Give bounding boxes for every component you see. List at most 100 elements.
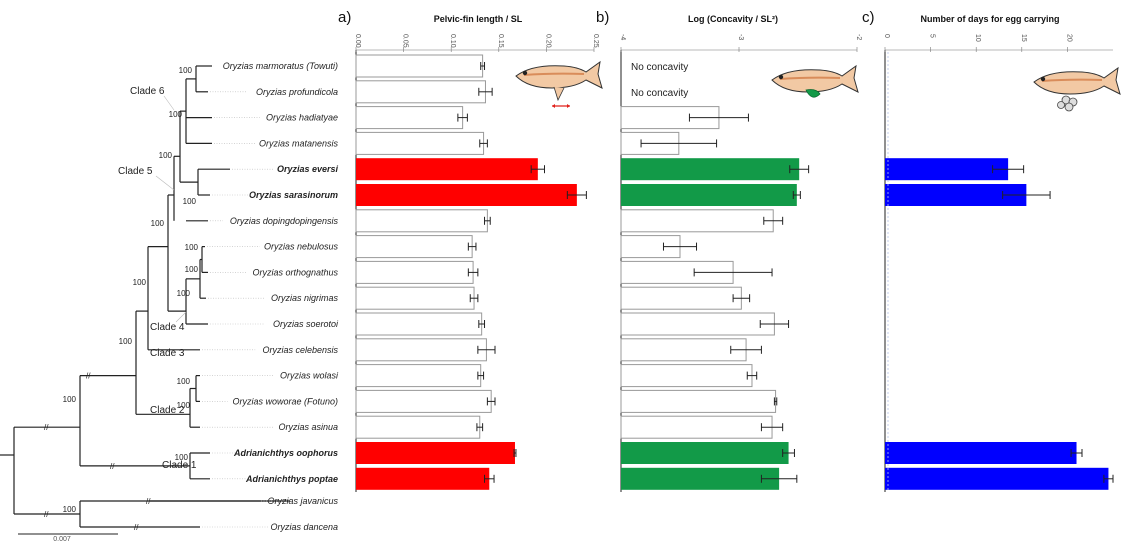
- bar: [620, 338, 747, 362]
- bar: [355, 106, 464, 130]
- bootstrap-value: 100: [177, 289, 191, 298]
- branch-break-mark: //: [134, 523, 139, 532]
- x-tick-label: 0.05: [402, 34, 409, 48]
- panel-title: Pelvic-fin length / SL: [434, 14, 523, 24]
- x-tick-label: -2: [855, 34, 862, 40]
- bootstrap-value: 100: [185, 265, 199, 274]
- x-tick-label: 0.00: [354, 34, 361, 48]
- x-tick-label: 0.10: [449, 34, 456, 48]
- taxon-label: Oryzias marmoratus (Towuti): [223, 61, 338, 71]
- taxon-label: Oryzias woworae (Fotuno): [232, 396, 338, 406]
- branch-break-mark: //: [110, 462, 115, 471]
- bar: [356, 184, 577, 206]
- taxon-label: Oryzias wolasi: [280, 371, 339, 381]
- fish-concavity-illustration: [771, 64, 859, 98]
- taxon-label: Oryzias matanensis: [259, 138, 339, 148]
- x-tick-label: 0: [883, 34, 890, 38]
- bootstrap-value: 100: [151, 219, 165, 228]
- taxon-label: Oryzias nebulosus: [264, 242, 339, 252]
- x-tick-label: 10: [974, 34, 981, 42]
- bootstrap-value: 100: [179, 66, 193, 75]
- panel-a: a) Pelvic-fin length / SL 0.00 0.05 0.10 0.15…: [338, 9, 599, 492]
- panel-title: Number of days for egg carrying: [920, 14, 1059, 24]
- panel-c: c) Number of days for egg carrying 0 5 10 15 2…: [862, 9, 1114, 492]
- bar: [885, 442, 1077, 464]
- taxon-label: Oryzias asinua: [278, 422, 338, 432]
- clade-label: Clade 3: [150, 348, 185, 359]
- bar: [355, 338, 487, 362]
- clade-pointer: [175, 311, 187, 323]
- taxon-label: Oryzias celebensis: [262, 345, 338, 355]
- x-tick-label: 0.25: [592, 34, 599, 48]
- taxon-label: Adrianichthys oophorus: [233, 448, 338, 458]
- panel-title: Log (Concavity / SL²): [688, 14, 778, 24]
- clade-label: Clade 6: [130, 86, 165, 97]
- bar: [355, 312, 483, 336]
- bar: [885, 467, 1109, 490]
- branch-break-mark: //: [44, 423, 49, 432]
- bootstrap-value: 100: [63, 395, 77, 404]
- bar: [620, 415, 773, 439]
- bar: [620, 364, 753, 388]
- bar: [356, 442, 515, 464]
- clade-label: Clade 1: [162, 460, 197, 471]
- no-data-label: No concavity: [631, 88, 688, 99]
- panel-b: b) Log (Concavity / SL²) -4 -3 -2 No concavit…: [596, 9, 862, 492]
- bar: [621, 158, 800, 181]
- taxon-label: Oryzias dancena: [270, 522, 338, 532]
- x-tick-label: 5: [929, 34, 936, 38]
- bar: [355, 54, 484, 78]
- bar: [620, 389, 777, 413]
- panel-label: b): [596, 9, 609, 26]
- taxon-label: Oryzias dopingdopingensis: [230, 216, 339, 226]
- taxon-label: Oryzias nigrimas: [271, 293, 339, 303]
- bar: [355, 131, 485, 155]
- bar: [885, 184, 1027, 206]
- bar: [355, 260, 474, 284]
- bar: [885, 158, 1009, 181]
- bar: [355, 209, 488, 233]
- bootstrap-value: 100: [177, 401, 191, 410]
- x-tick-label: 0.20: [544, 34, 551, 48]
- no-data-label: No concavity: [631, 62, 688, 73]
- taxon-label: Oryzias eversi: [277, 164, 339, 174]
- clade-label: Clade 5: [118, 166, 153, 177]
- clade-label: Clade 2: [150, 405, 185, 416]
- bar: [355, 286, 475, 310]
- taxon-label: Oryzias profundicola: [256, 87, 338, 97]
- branch-break-mark: //: [44, 510, 49, 519]
- bar: [620, 312, 775, 336]
- x-tick-label: 20: [1065, 34, 1072, 42]
- taxon-labels: Oryzias marmoratus (Towuti) Oryzias profu…: [202, 61, 339, 532]
- bar: [355, 415, 481, 439]
- bar: [355, 80, 486, 104]
- bootstrap-value: 100: [63, 505, 77, 514]
- x-tick-label: -4: [619, 34, 626, 40]
- bar: [620, 286, 742, 310]
- clade-label: Clade 4: [150, 322, 185, 333]
- bootstrap-value: 100: [159, 151, 173, 160]
- panel-label: c): [862, 9, 875, 26]
- bootstrap-value: 100: [119, 337, 133, 346]
- bootstrap-value: 100: [185, 243, 199, 252]
- bootstrap-value: 100: [183, 197, 197, 206]
- bar: [355, 235, 473, 259]
- bootstrap-value: 100: [175, 453, 189, 462]
- taxon-label: Oryzias soerotoi: [273, 319, 339, 329]
- x-tick-label: 0.15: [497, 34, 504, 48]
- phylogenetic-tree: // // // // // // 100 100 100 100 100 100 100 100 100 1…: [0, 65, 290, 541]
- scale-label: 0.007: [53, 536, 71, 541]
- x-tick-label: 15: [1020, 34, 1027, 42]
- branch-break-mark: //: [86, 372, 91, 381]
- clade-pointer: [155, 175, 175, 191]
- bootstrap-value: 100: [133, 278, 147, 287]
- taxon-label: Oryzias sarasinorum: [249, 190, 338, 200]
- bar: [356, 467, 490, 490]
- x-tick-label: -3: [737, 34, 744, 40]
- fish-egg-carrying-illustration: [1033, 66, 1121, 112]
- taxon-label: Oryzias javanicus: [267, 496, 338, 506]
- bootstrap-value: 100: [169, 110, 183, 119]
- clade-pointer: [163, 95, 175, 111]
- taxon-label: Oryzias hadiatyae: [266, 113, 338, 123]
